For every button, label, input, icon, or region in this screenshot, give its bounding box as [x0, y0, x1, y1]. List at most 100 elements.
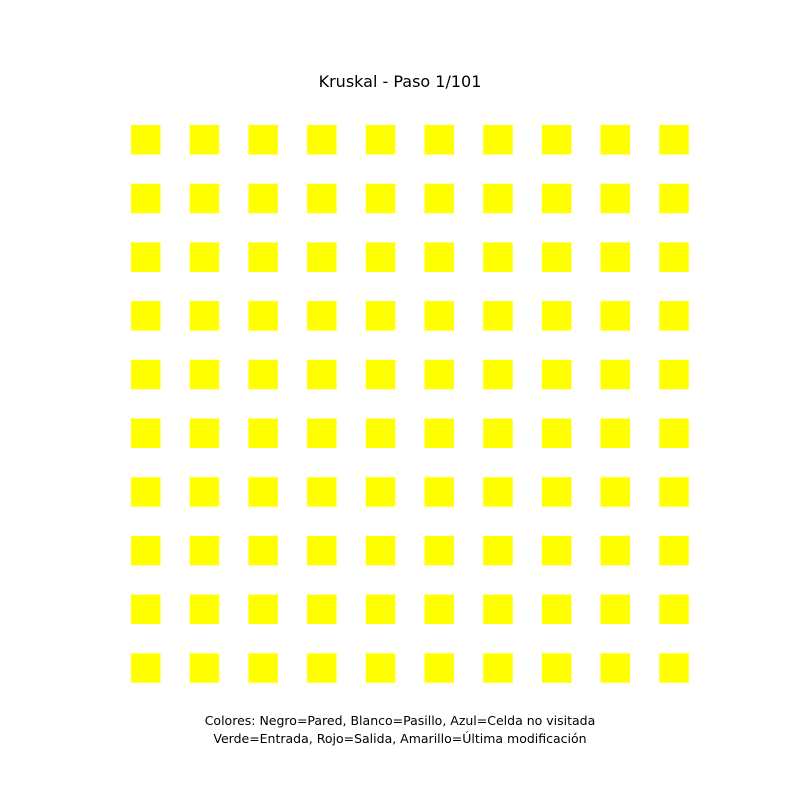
maze-cell-r4-c5	[424, 359, 454, 390]
maze-cell-r3-c3	[307, 301, 337, 331]
legend-line-2: Verde=Entrada, Rojo=Salida, Amarillo=Últ…	[213, 731, 587, 746]
maze-cell-r3-c9	[659, 301, 689, 331]
maze-cell-r9-c4	[365, 653, 396, 683]
maze-cell-r5-c1	[189, 418, 220, 448]
maze-cell-r0-c8	[600, 125, 631, 155]
maze-cell-r6-c5	[424, 477, 454, 507]
maze-cell-r4-c6	[483, 359, 513, 390]
maze-cell-r2-c7	[541, 242, 572, 272]
maze-cell-r7-c2	[248, 535, 278, 566]
maze-cell-r2-c3	[307, 242, 337, 272]
maze-cell-r3-c6	[483, 301, 513, 331]
maze-cell-r5-c5	[424, 418, 454, 448]
maze-cell-r5-c2	[248, 418, 278, 448]
maze-cell-r7-c9	[659, 535, 689, 566]
maze-cell-r8-c2	[248, 594, 278, 625]
maze-cell-r5-c4	[365, 418, 396, 448]
maze-cell-r3-c8	[600, 301, 631, 331]
maze-cell-r6-c9	[659, 477, 689, 507]
maze-cell-r5-c7	[541, 418, 572, 448]
maze-cell-r7-c5	[424, 535, 454, 566]
maze-cell-r1-c9	[659, 183, 689, 214]
maze-cell-r1-c2	[248, 183, 278, 214]
maze-cell-r9-c9	[659, 653, 689, 683]
maze-cell-r0-c9	[659, 125, 689, 155]
maze-cell-r9-c7	[541, 653, 572, 683]
maze-cell-r8-c0	[131, 594, 161, 625]
maze-cell-r1-c8	[600, 183, 631, 214]
maze-cell-r5-c3	[307, 418, 337, 448]
maze-cell-r2-c2	[248, 242, 278, 272]
maze-cell-r4-c7	[541, 359, 572, 390]
maze-cell-r9-c8	[600, 653, 631, 683]
maze-cell-r6-c6	[483, 477, 513, 507]
maze-cell-r1-c3	[307, 183, 337, 214]
maze-cell-r9-c3	[307, 653, 337, 683]
maze-cell-r1-c0	[131, 183, 161, 214]
maze-cell-r0-c7	[541, 125, 572, 155]
maze-cell-r6-c1	[189, 477, 220, 507]
maze-cell-r9-c1	[189, 653, 220, 683]
maze-cell-r1-c1	[189, 183, 220, 214]
maze-cell-r0-c1	[189, 125, 220, 155]
maze-cell-r6-c2	[248, 477, 278, 507]
maze-cell-r4-c8	[600, 359, 631, 390]
maze-cell-r5-c0	[131, 418, 161, 448]
maze-cell-r8-c3	[307, 594, 337, 625]
maze-cell-r3-c5	[424, 301, 454, 331]
figure-title: Kruskal - Paso 1/101	[318, 72, 482, 91]
maze-cell-r2-c5	[424, 242, 454, 272]
maze-cell-r2-c9	[659, 242, 689, 272]
maze-cell-r4-c4	[365, 359, 396, 390]
maze-cell-r4-c9	[659, 359, 689, 390]
maze-cell-r9-c6	[483, 653, 513, 683]
maze-cell-r9-c5	[424, 653, 454, 683]
maze-cell-r0-c0	[131, 125, 161, 155]
maze-cell-r8-c1	[189, 594, 220, 625]
maze-cell-r2-c6	[483, 242, 513, 272]
maze-cell-r4-c0	[131, 359, 161, 390]
maze-cell-r7-c6	[483, 535, 513, 566]
maze-cell-r0-c2	[248, 125, 278, 155]
maze-cell-r0-c3	[307, 125, 337, 155]
maze-cell-r6-c3	[307, 477, 337, 507]
maze-cell-r3-c4	[365, 301, 396, 331]
legend-line-1: Colores: Negro=Pared, Blanco=Pasillo, Az…	[204, 713, 596, 728]
maze-cell-r2-c1	[189, 242, 220, 272]
maze-cell-r7-c8	[600, 535, 631, 566]
maze-cell-r8-c5	[424, 594, 454, 625]
maze-cell-r6-c7	[541, 477, 572, 507]
maze-cell-r6-c0	[131, 477, 161, 507]
maze-cell-r5-c8	[600, 418, 631, 448]
maze-cell-r1-c4	[365, 183, 396, 214]
maze-cell-r2-c4	[365, 242, 396, 272]
maze-cell-r7-c1	[189, 535, 220, 566]
maze-cell-r4-c1	[189, 359, 220, 390]
maze-cell-r7-c7	[541, 535, 572, 566]
maze-cell-r1-c5	[424, 183, 454, 214]
maze-cell-r3-c0	[131, 301, 161, 331]
maze-cell-r3-c1	[189, 301, 220, 331]
maze-cell-r1-c7	[541, 183, 572, 214]
maze-cell-r5-c9	[659, 418, 689, 448]
maze-cell-r0-c5	[424, 125, 454, 155]
maze-cell-r2-c8	[600, 242, 631, 272]
maze-cell-r6-c4	[365, 477, 396, 507]
maze-cell-r9-c0	[131, 653, 161, 683]
maze-cell-r3-c2	[248, 301, 278, 331]
maze-cell-r5-c6	[483, 418, 513, 448]
maze-cell-r0-c4	[365, 125, 396, 155]
maze-cell-r4-c3	[307, 359, 337, 390]
maze-cell-r7-c0	[131, 535, 161, 566]
maze-cell-r7-c4	[365, 535, 396, 566]
maze-cell-r8-c9	[659, 594, 689, 625]
maze-cell-r1-c6	[483, 183, 513, 214]
legend: Colores: Negro=Pared, Blanco=Pasillo, Az…	[0, 712, 800, 748]
maze-cell-r0-c6	[483, 125, 513, 155]
maze-cell-r8-c4	[365, 594, 396, 625]
maze-cell-r6-c8	[600, 477, 631, 507]
maze-cell-r3-c7	[541, 301, 572, 331]
maze-cell-r7-c3	[307, 535, 337, 566]
maze-cell-r4-c2	[248, 359, 278, 390]
